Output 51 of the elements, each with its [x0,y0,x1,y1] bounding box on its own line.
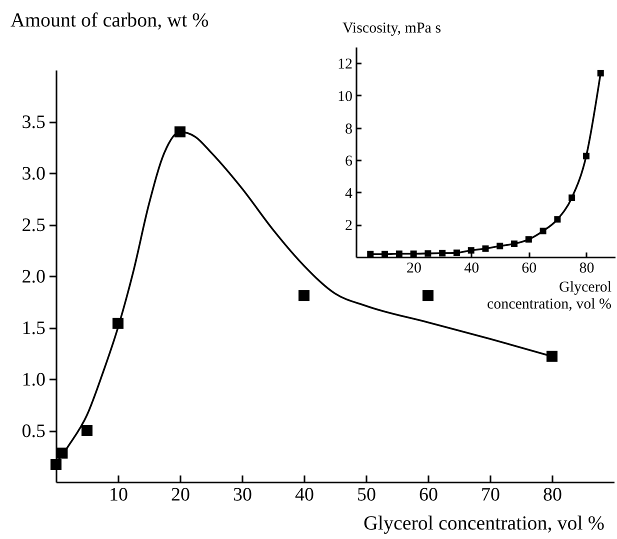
point [439,250,446,256]
x-tick-label: 60 [522,260,537,276]
x-tick-label: 40 [464,260,480,276]
point [410,250,417,258]
x-tick-label: 70 [481,484,500,506]
y-tick-label: 3.5 [22,112,46,133]
point [597,70,604,76]
point [396,250,402,258]
point [568,194,576,201]
y-tick-label: 2.0 [22,266,46,288]
point [554,216,561,223]
x-tick-label: 50 [357,484,376,506]
point [482,245,489,252]
x-tick-label: 10 [109,484,128,506]
x-axis-title: Glycerol concentration, vol % [363,512,604,534]
x-tick-label: 20 [406,260,422,276]
x-tick-label: 60 [419,484,438,506]
point [511,240,518,247]
y-tick-label: 1.5 [22,318,46,339]
y-tick-label: 1.0 [22,370,46,390]
x-tick-label: 80 [579,260,594,276]
point [525,236,532,243]
y-tick-label: 0.5 [22,421,46,442]
point [382,250,388,258]
y-tick-label: 4 [345,186,353,202]
y-tick-label: 3.0 [22,164,46,184]
y-tick-label: 10 [338,88,352,105]
point [82,425,92,436]
y-tick-label: 2.5 [22,215,46,236]
x-tick-label: 20 [171,484,190,506]
point [546,350,558,362]
y-tick-label: 12 [338,56,352,73]
point [496,242,504,250]
x-tick-label: 40 [295,484,314,506]
point [50,458,62,470]
y-tick-label: 2 [345,218,352,234]
y-tick-label: 8 [345,121,352,138]
point [298,290,310,302]
x-axis-title: Glycerol concentration, vol % [486,280,612,312]
point [367,250,374,258]
point [582,152,590,160]
x-tick-label: 80 [543,484,562,506]
y-axis-title: Amount of carbon, wt % [10,10,209,32]
point [468,247,474,254]
x-tick-label: 30 [233,484,252,506]
y-tick-label: 6 [345,154,353,170]
point [453,250,460,256]
y-axis-title: Viscosity, mPa s [342,20,442,36]
point [422,290,434,302]
point [540,228,546,234]
point [424,250,432,257]
